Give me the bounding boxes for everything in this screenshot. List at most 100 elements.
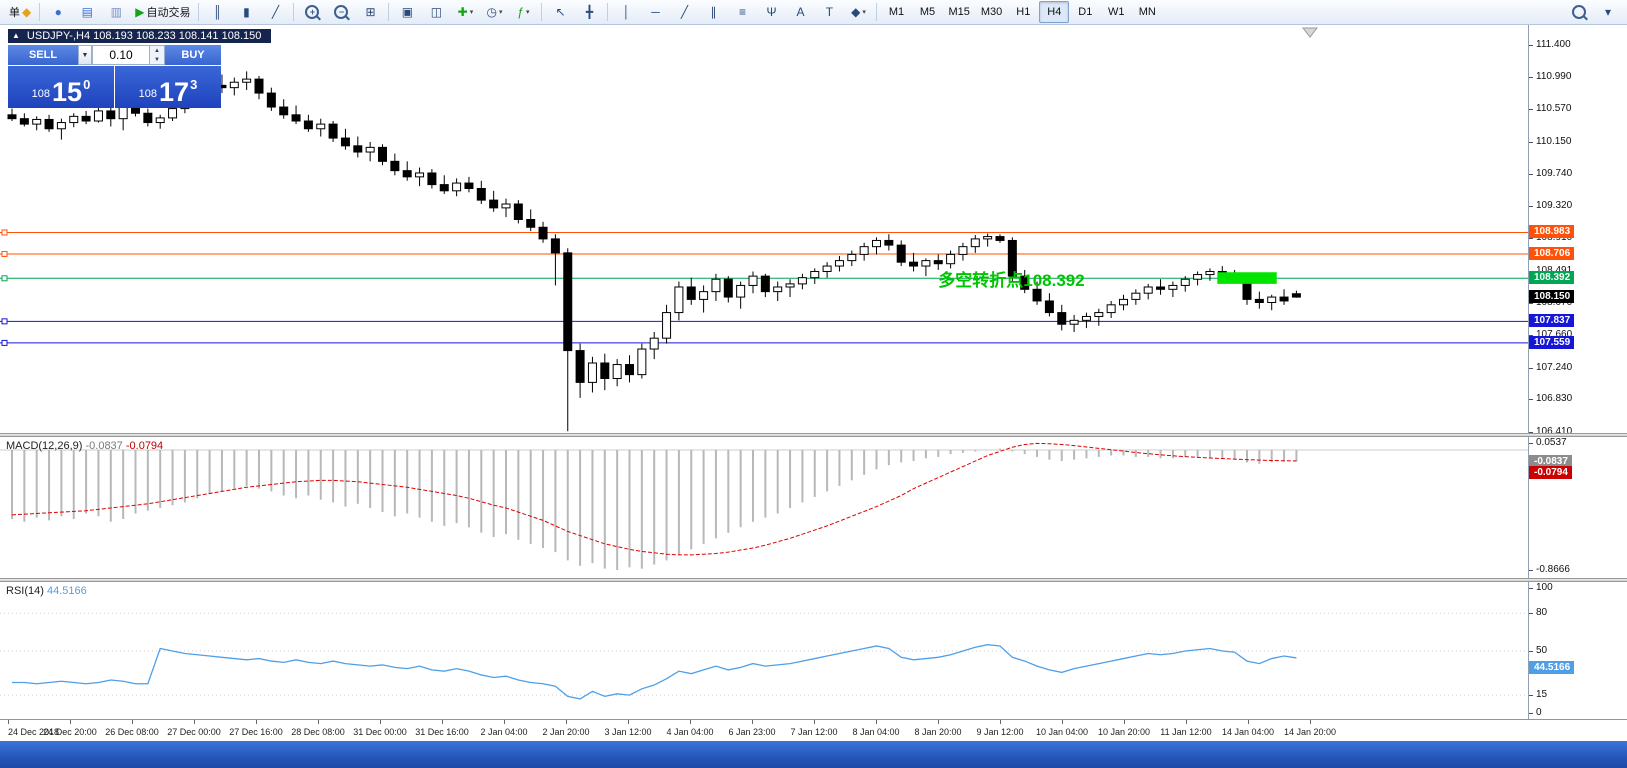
volume-down-icon[interactable]: ▼	[154, 56, 160, 63]
zoom-out-icon[interactable]: −	[327, 1, 355, 23]
rsi-value: 44.5166	[46, 585, 87, 597]
collapse-panel-icon[interactable]: ▲	[12, 31, 20, 40]
price-tag: 108.150	[1529, 290, 1575, 304]
tf-mn[interactable]: MN	[1138, 6, 1156, 18]
chart-shift-marker-icon[interactable]	[1301, 27, 1319, 38]
time-tick	[1124, 720, 1125, 724]
scale-tick	[1529, 367, 1533, 369]
time-tick	[194, 720, 195, 724]
panel-splitter[interactable]	[0, 578, 1627, 582]
time-label: 26 Dec 08:00	[105, 727, 159, 737]
time-tick	[442, 720, 443, 724]
line-handle[interactable]	[1, 318, 8, 325]
price-scale-label: 111.400	[1536, 39, 1571, 50]
period-dropdown-icon[interactable]: ◷ ▾	[486, 5, 503, 19]
equidistant-channel-icon[interactable]: ∥	[710, 5, 717, 19]
vertical-line-icon[interactable]: │	[622, 5, 631, 19]
zoom-in-icon[interactable]: +	[298, 1, 326, 23]
tile-windows-icon[interactable]: ⊞	[365, 5, 376, 19]
new-chart-icon[interactable]: ✚ ▾	[457, 5, 474, 19]
macd-scale[interactable]: 0.0537 -0.8666 -0.0837 -0.0794	[1529, 437, 1627, 578]
market-watch-icon[interactable]: ▤	[81, 5, 93, 19]
volume-stepper[interactable]: ▲ ▼	[150, 45, 165, 65]
indicators-dropdown-icon[interactable]: ƒ ▾	[517, 5, 530, 19]
macd-panel[interactable]: MACD(12,26,9) -0.0837 -0.0794	[0, 437, 1529, 578]
text-icon[interactable]: A	[796, 5, 805, 19]
sell-button[interactable]: SELL	[8, 45, 78, 65]
panel-splitter[interactable]	[0, 433, 1627, 437]
rsi-scale-label: 0	[1536, 707, 1542, 718]
cascade-windows-icon[interactable]: ▣	[401, 5, 414, 19]
rsi-panel[interactable]: RSI(14) 44.5166	[0, 582, 1529, 719]
time-tick	[1000, 720, 1001, 724]
horizontal-line-icon[interactable]: ─	[651, 5, 660, 19]
rsi-scale[interactable]: 100 80 50 15 0 44.5166	[1529, 582, 1627, 719]
search-icon[interactable]	[1565, 1, 1593, 23]
line-chart-icon[interactable]: ╱	[271, 5, 280, 19]
tf-m15[interactable]: M15	[948, 6, 970, 18]
scale-tick	[1529, 335, 1533, 337]
tile-vertical-icon[interactable]: ◫	[430, 5, 443, 19]
fibonacci-icon[interactable]: ≡	[738, 5, 746, 19]
line-handle[interactable]	[1, 229, 8, 236]
main-chart-panel[interactable]: 多空转折点108.392 ▲ USDJPY-,H4 108.193 108.23…	[0, 25, 1529, 433]
candlestick-chart-icon[interactable]: ▮	[243, 5, 250, 19]
scale-tick	[1529, 238, 1533, 240]
shapes-dropdown-icon[interactable]: ◆ ▾	[851, 5, 866, 19]
tf-m1[interactable]: M1	[888, 6, 905, 18]
line-handle[interactable]	[1, 339, 8, 346]
macd-main-value: -0.0837	[85, 440, 123, 452]
time-label: 14 Jan 20:00	[1283, 727, 1337, 737]
price-tag: 107.559	[1529, 335, 1575, 349]
time-tick	[938, 720, 939, 724]
time-tick	[1310, 720, 1311, 724]
tf-d1[interactable]: D1	[1078, 6, 1093, 18]
time-axis[interactable]: 24 Dec 2018 24 Dec 20:00 26 Dec 08:00 27 De…	[0, 719, 1627, 741]
volume-dropdown-icon[interactable]: ▼	[78, 45, 92, 65]
time-label: 9 Jan 12:00	[976, 727, 1024, 737]
price-scale[interactable]: 111.400 110.990 110.570 110.150 109.740 109.3…	[1529, 25, 1627, 437]
price-scale-label: 108.491	[1536, 264, 1573, 276]
navigator-icon[interactable]: ▥	[110, 5, 122, 19]
highlight-rectangle[interactable]	[1217, 272, 1277, 284]
time-tick	[566, 720, 567, 724]
andrews-pitchfork-icon[interactable]: Ψ	[766, 5, 777, 19]
annotation-text[interactable]: 多空转折点108.392	[938, 270, 1084, 290]
scale-tick	[1529, 173, 1533, 175]
rsi-scale-label: 100	[1536, 582, 1553, 593]
scale-tick	[1529, 432, 1533, 434]
cursor-icon[interactable]: ↖	[555, 5, 566, 19]
toolbar-options-icon[interactable]: ▾	[1604, 5, 1612, 19]
taskbar	[0, 741, 1627, 768]
label-icon[interactable]: T	[825, 5, 834, 19]
profiles-icon[interactable]: ●	[54, 5, 62, 19]
tf-m30[interactable]: M30	[980, 6, 1003, 18]
trendline-icon[interactable]: ╱	[680, 5, 689, 19]
macd-header: MACD(12,26,9) -0.0837 -0.0794	[6, 440, 163, 452]
macd-histogram	[11, 448, 1298, 571]
tf-h4[interactable]: H4	[1039, 1, 1070, 23]
volume-input[interactable]: 0.10	[92, 45, 150, 65]
tf-w1[interactable]: W1	[1108, 6, 1125, 18]
new-order-button[interactable]: 单 ◆	[9, 5, 32, 19]
autotrading-button[interactable]: ▶ 自动交易	[135, 5, 191, 19]
tf-m5[interactable]: M5	[919, 6, 936, 18]
rsi-label: RSI(14)	[6, 585, 44, 597]
buy-button[interactable]: BUY	[165, 45, 221, 65]
price-scale-label: 110.150	[1536, 135, 1572, 147]
rsi-scale-label: 15	[1536, 689, 1548, 701]
buy-price-button[interactable]: 108 17 3	[115, 66, 221, 108]
bar-chart-icon[interactable]: ║	[213, 5, 222, 19]
crosshair-icon[interactable]: ╋	[585, 5, 594, 19]
macd-scale-label: 0.0537	[1536, 436, 1567, 448]
tf-h1[interactable]: H1	[1016, 6, 1031, 18]
line-handle[interactable]	[1, 275, 8, 282]
time-tick	[1248, 720, 1249, 724]
line-handle[interactable]	[1, 250, 8, 257]
sell-price-button[interactable]: 108 15 0	[8, 66, 114, 108]
volume-up-icon[interactable]: ▲	[154, 47, 160, 54]
price-scale-label: 109.320	[1536, 200, 1573, 212]
macd-main-tag: -0.0837	[1529, 454, 1572, 468]
time-tick	[752, 720, 753, 724]
